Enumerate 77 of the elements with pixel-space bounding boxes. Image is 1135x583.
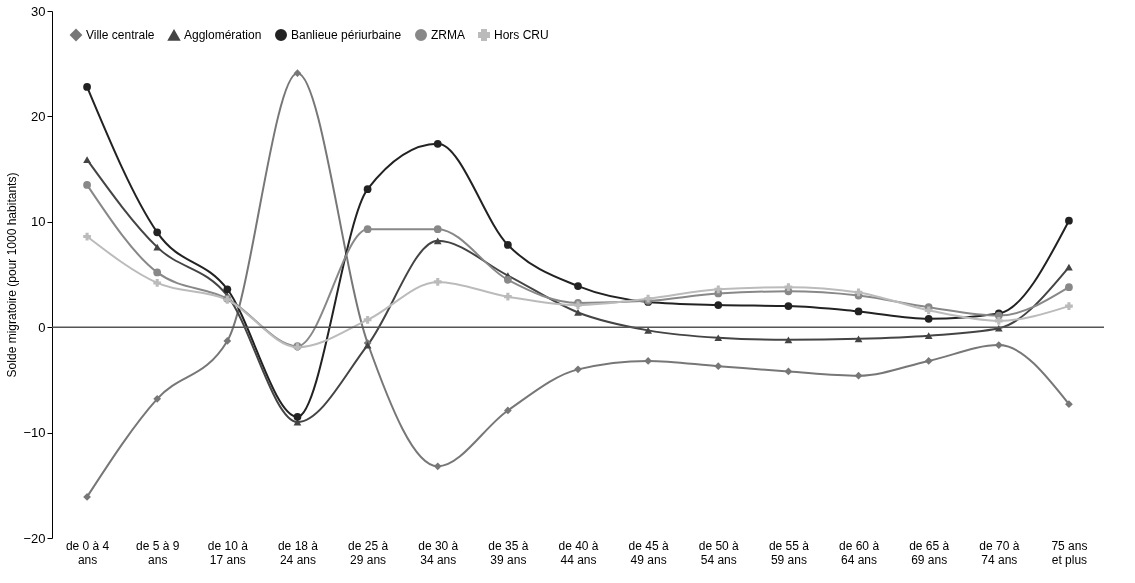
- x-tick-label: de 0 à 4 ans: [65, 538, 110, 567]
- point: [363, 185, 372, 193]
- x-tick-label: de 40 à 44 ans: [558, 538, 599, 567]
- legend-label: Ville centrale: [86, 28, 155, 42]
- point: [433, 139, 442, 148]
- x-tick-label: 75 ans et plus: [1051, 538, 1088, 567]
- x-tick-label: de 25 à 29 ans: [348, 538, 389, 567]
- y-tick-label: 20: [31, 108, 46, 124]
- point: [574, 309, 582, 316]
- point: [433, 278, 442, 286]
- point: [503, 275, 512, 284]
- point: [994, 317, 1003, 325]
- point: [83, 181, 91, 189]
- point: [644, 327, 653, 334]
- legend-label: Agglomération: [184, 28, 262, 43]
- legend-label: ZRMA: [431, 28, 465, 42]
- point: [854, 335, 863, 343]
- y-tick-label: −20: [23, 530, 46, 546]
- x-tick-label: de 5 à 9 ans: [136, 538, 180, 567]
- point: [83, 83, 91, 91]
- point: [574, 365, 582, 374]
- point: [83, 493, 91, 501]
- legend-label: Banlieue périurbaine: [291, 28, 402, 42]
- point: [784, 336, 793, 344]
- point: [1065, 400, 1073, 409]
- x-tick-label: de 30 à 34 ans: [418, 538, 459, 567]
- point: [994, 341, 1003, 349]
- point: [644, 357, 653, 365]
- point: [503, 241, 512, 249]
- point: [1065, 283, 1073, 292]
- x-tick-label: de 10 à 17 ans: [207, 538, 249, 567]
- x-tick-label: de 35 à 39 ans: [488, 538, 529, 567]
- point: [153, 395, 162, 403]
- y-tick-label: 10: [31, 214, 46, 230]
- point: [433, 462, 442, 471]
- point: [363, 225, 372, 234]
- point: [714, 285, 723, 294]
- point: [503, 292, 512, 301]
- x-tick-label: de 50 à 54 ans: [698, 538, 740, 567]
- y-tick-label: −10: [23, 425, 46, 441]
- point: [784, 283, 793, 292]
- x-tick-label: de 55 à 59 ans: [768, 538, 810, 567]
- point: [363, 315, 372, 324]
- point: [854, 371, 863, 380]
- y-axis-title: Solde migratoire (pour 1000 habitants): [5, 172, 20, 378]
- point: [293, 412, 302, 421]
- point: [433, 225, 442, 234]
- point: [83, 232, 91, 241]
- point: [924, 332, 933, 339]
- y-tick-label: 30: [31, 3, 46, 19]
- point: [293, 69, 302, 78]
- point: [433, 237, 442, 245]
- point: [924, 314, 933, 323]
- point: [153, 268, 162, 277]
- point: [223, 285, 232, 294]
- x-tick-label: de 70 à 74 ans: [979, 538, 1020, 567]
- x-tick-label: de 65 à 69 ans: [909, 538, 950, 567]
- point: [83, 156, 91, 163]
- point: [1065, 216, 1073, 225]
- point: [714, 301, 723, 309]
- x-tick-label: de 18 à 24 ans: [277, 538, 319, 567]
- y-tick-label: 0: [38, 319, 46, 335]
- point: [153, 228, 162, 237]
- point: [924, 357, 933, 365]
- point: [714, 362, 723, 371]
- legend-label: Hors CRU: [494, 28, 549, 42]
- point: [574, 282, 582, 290]
- x-tick-label: de 60 à 64 ans: [839, 538, 880, 567]
- point: [1065, 302, 1073, 310]
- point: [854, 307, 863, 316]
- point: [714, 334, 723, 342]
- point: [223, 337, 232, 345]
- point: [503, 406, 512, 415]
- point: [784, 302, 793, 310]
- point: [153, 279, 162, 287]
- point: [784, 367, 793, 376]
- x-tick-label: de 45 à 49 ans: [628, 538, 669, 567]
